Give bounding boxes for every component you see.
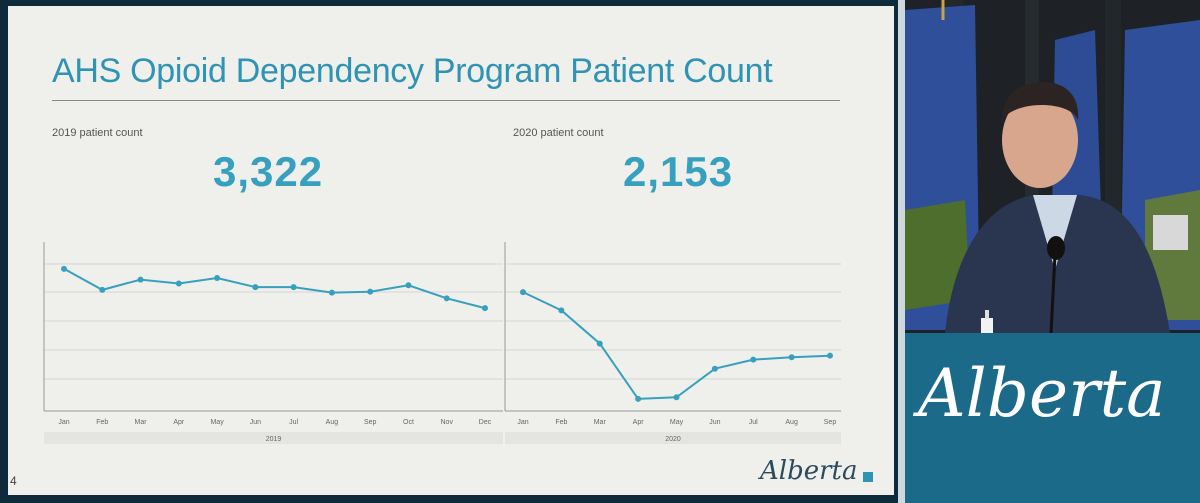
data-point: [750, 356, 757, 363]
x-tick-label: Jul: [749, 419, 758, 426]
x-tick-label: Apr: [633, 419, 645, 426]
x-tick-label: Oct: [403, 419, 414, 426]
data-point: [137, 276, 144, 283]
year-band: [505, 432, 841, 444]
speaker-shirt: [1033, 195, 1077, 270]
slide-number: 4: [10, 474, 17, 488]
x-tick-label: Feb: [555, 419, 567, 426]
data-point: [788, 354, 795, 361]
podium: [905, 333, 1200, 503]
x-tick-label: Sep: [824, 419, 837, 426]
alberta-logo: Alberta: [760, 456, 858, 486]
data-point: [482, 305, 488, 312]
speaker-face: [1002, 92, 1078, 188]
data-point: [596, 340, 603, 347]
data-point: [61, 265, 67, 272]
stat-value-2020: 2,153: [623, 148, 734, 195]
x-tick-label: Mar: [135, 419, 148, 426]
data-point: [711, 365, 718, 372]
data-point: [328, 289, 335, 296]
x-tick-label: Jun: [709, 419, 720, 426]
x-tick-label: Jan: [517, 419, 528, 426]
data-point: [443, 295, 450, 302]
speaker-suit: [945, 195, 1170, 333]
x-tick-label: Jul: [289, 419, 298, 426]
data-point: [214, 274, 221, 281]
stat-label-2019: 2019 patient count: [52, 127, 143, 139]
podium-alberta-logo: Alberta: [918, 355, 1166, 432]
title-divider: [52, 100, 840, 101]
data-point: [635, 395, 642, 402]
x-tick-label: May: [670, 419, 684, 426]
data-point: [827, 352, 833, 359]
data-point: [290, 284, 297, 291]
frame-divider: [898, 0, 906, 503]
data-point: [99, 286, 106, 293]
stat-value-2019: 3,322: [213, 148, 324, 195]
patient-count-charts: Jan Feb Mar Apr May Jun Jul Aug Sep Oct Nov Dec 2019…: [43, 242, 841, 444]
data-point: [673, 394, 680, 401]
x-tick-label: Mar: [594, 419, 607, 426]
x-tick-label: Jan: [58, 419, 69, 426]
data-point: [558, 307, 565, 314]
x-tick-label: Aug: [326, 419, 339, 426]
series-line: [63, 267, 486, 310]
stat-label-2020: 2020 patient count: [513, 127, 604, 139]
x-tick-label: Jun: [250, 419, 261, 426]
data-point: [367, 288, 374, 295]
x-tick-label: Apr: [173, 419, 185, 426]
data-point: [252, 284, 259, 291]
speaker-hair: [1002, 82, 1079, 120]
x-tick-label: May: [210, 419, 224, 426]
data-point: [175, 280, 182, 287]
presentation-slide: AHS Opioid Dependency Program Patient Co…: [8, 6, 894, 495]
slide-title: AHS Opioid Dependency Program Patient Co…: [52, 52, 773, 90]
data-point: [405, 282, 412, 289]
year-band: [44, 432, 503, 444]
year-label: 2019: [266, 436, 282, 443]
x-tick-label: Dec: [479, 419, 492, 426]
data-point: [520, 289, 526, 296]
x-tick-label: Aug: [785, 419, 798, 426]
microphone: [1047, 236, 1065, 260]
alberta-logo-square: [863, 472, 873, 482]
x-tick-label: Sep: [364, 419, 377, 426]
year-label: 2020: [665, 436, 681, 443]
series-line: [522, 291, 831, 400]
x-tick-label: Feb: [96, 419, 108, 426]
x-tick-label: Nov: [441, 419, 454, 426]
